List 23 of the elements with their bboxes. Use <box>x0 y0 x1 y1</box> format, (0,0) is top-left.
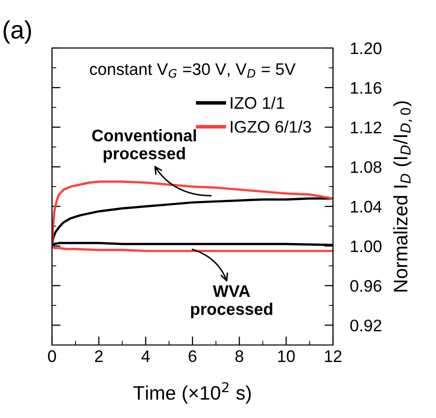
annotation: Conventional processed <box>92 129 196 163</box>
x-tick-label: 4 <box>141 350 150 362</box>
x-tick-label: 6 <box>188 350 196 362</box>
x-tick-label: 12 <box>325 350 342 362</box>
y-tick-label: 1.12 <box>350 122 382 134</box>
y-tick-label: 1.16 <box>350 82 382 94</box>
x-tick-label: 8 <box>235 350 244 362</box>
y-axis-title: Normalized I$_{D}$ (I$_{D}$/I$_{D,0}$) <box>393 101 412 292</box>
x-tick-label: 0 <box>48 350 56 362</box>
y-tick-label: 1.20 <box>350 42 382 54</box>
y-tick-label: 1.04 <box>350 200 382 213</box>
y-tick-label: 1.00 <box>350 240 382 252</box>
x-axis-title: Time (×10$^{2}$ s) <box>133 382 251 404</box>
y-tick-label: 0.96 <box>350 280 382 292</box>
x-tick-label: 10 <box>278 350 295 362</box>
text: (a) <box>4 20 31 44</box>
annotation: constant V$_{G}$ =30 V, V$_{D}$ = 5V <box>90 63 296 78</box>
annotation: WVA processed <box>191 285 272 318</box>
y-tick-label: 1.08 <box>350 161 382 174</box>
x-tick-label: 2 <box>95 350 103 362</box>
y-tick-label: 0.92 <box>350 320 382 332</box>
legend-label: IGZO 6/1/3 <box>230 120 312 133</box>
legend-label: IZO 1/1 <box>230 96 284 109</box>
